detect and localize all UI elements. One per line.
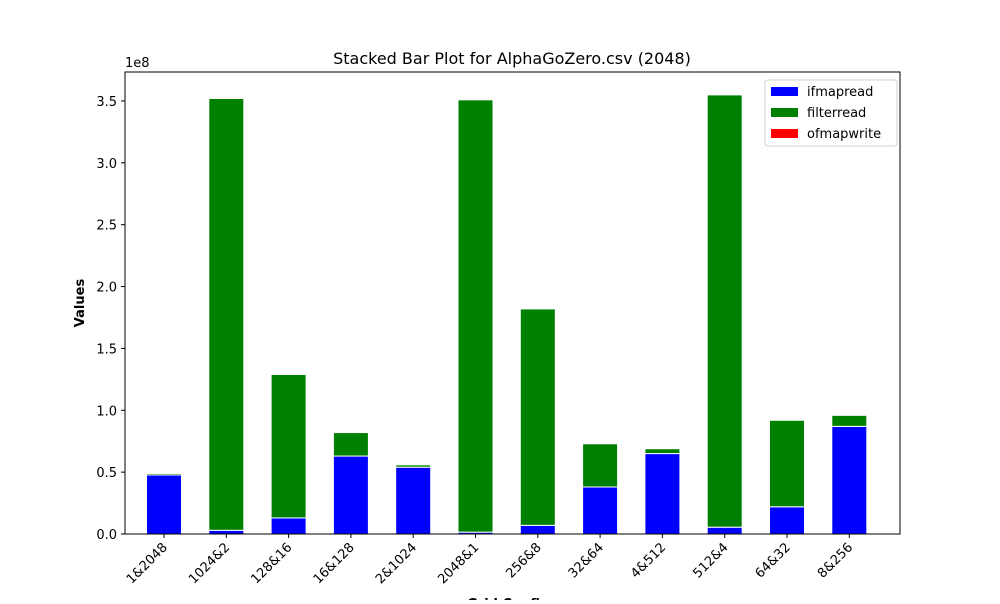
bar-segment — [209, 98, 244, 530]
bar-segment — [147, 475, 182, 534]
y-tick-label: 1.5 — [96, 342, 117, 357]
bar-segment — [333, 456, 368, 534]
bar-segment — [645, 454, 680, 534]
bar-segment — [770, 420, 805, 507]
x-tick-label: 16&128 — [311, 540, 358, 587]
y-tick-label: 3.0 — [96, 157, 117, 172]
legend-label: ifmapread — [807, 85, 873, 100]
x-tick-label: 2048&1 — [435, 540, 482, 587]
legend-label: filterread — [807, 106, 866, 121]
bar-segment — [333, 433, 368, 457]
y-tick-label: 2.0 — [96, 281, 117, 296]
y-offset-label: 1e8 — [125, 56, 150, 71]
bar-segment — [645, 449, 680, 454]
legend-label: ofmapwrite — [807, 127, 881, 142]
bar-segment — [458, 100, 493, 532]
legend-swatch — [771, 108, 798, 117]
y-tick-label: 1.0 — [96, 404, 117, 419]
bar-segment — [209, 530, 244, 534]
bar-segment — [770, 507, 805, 534]
bar-segment — [583, 487, 618, 534]
x-tick-label: 64&32 — [753, 540, 794, 581]
bar-segment — [520, 309, 555, 526]
y-tick-label: 0.5 — [96, 466, 117, 481]
bar-segment — [707, 95, 742, 527]
x-tick-label: 2&1024 — [373, 540, 420, 587]
x-tick-label: 1024&2 — [186, 540, 233, 587]
bar-segment — [832, 426, 867, 534]
x-tick-label: 8&256 — [815, 540, 856, 581]
y-tick-label: 3.5 — [96, 95, 117, 110]
x-tick-label: 512&4 — [690, 540, 731, 581]
y-axis-label: Values — [73, 279, 88, 328]
bar-segment — [583, 444, 618, 487]
x-tick-label: 256&8 — [503, 540, 544, 581]
x-tick-label: 1&2048 — [124, 540, 171, 587]
bar-segment — [271, 374, 306, 518]
x-tick-label: 32&64 — [566, 540, 607, 581]
chart-title: Stacked Bar Plot for AlphaGoZero.csv (20… — [333, 49, 691, 68]
bar-segment — [520, 525, 555, 534]
bar-segment — [707, 527, 742, 534]
x-tick-label: 4&512 — [628, 540, 669, 581]
bar-segment — [832, 415, 867, 426]
legend-swatch — [771, 87, 798, 96]
y-tick-label: 2.5 — [96, 219, 117, 234]
x-tick-label: 128&16 — [248, 540, 295, 587]
bar-segment — [396, 467, 431, 534]
bar-segment — [271, 518, 306, 534]
legend-swatch — [771, 129, 798, 138]
y-tick-label: 0.0 — [96, 528, 117, 543]
